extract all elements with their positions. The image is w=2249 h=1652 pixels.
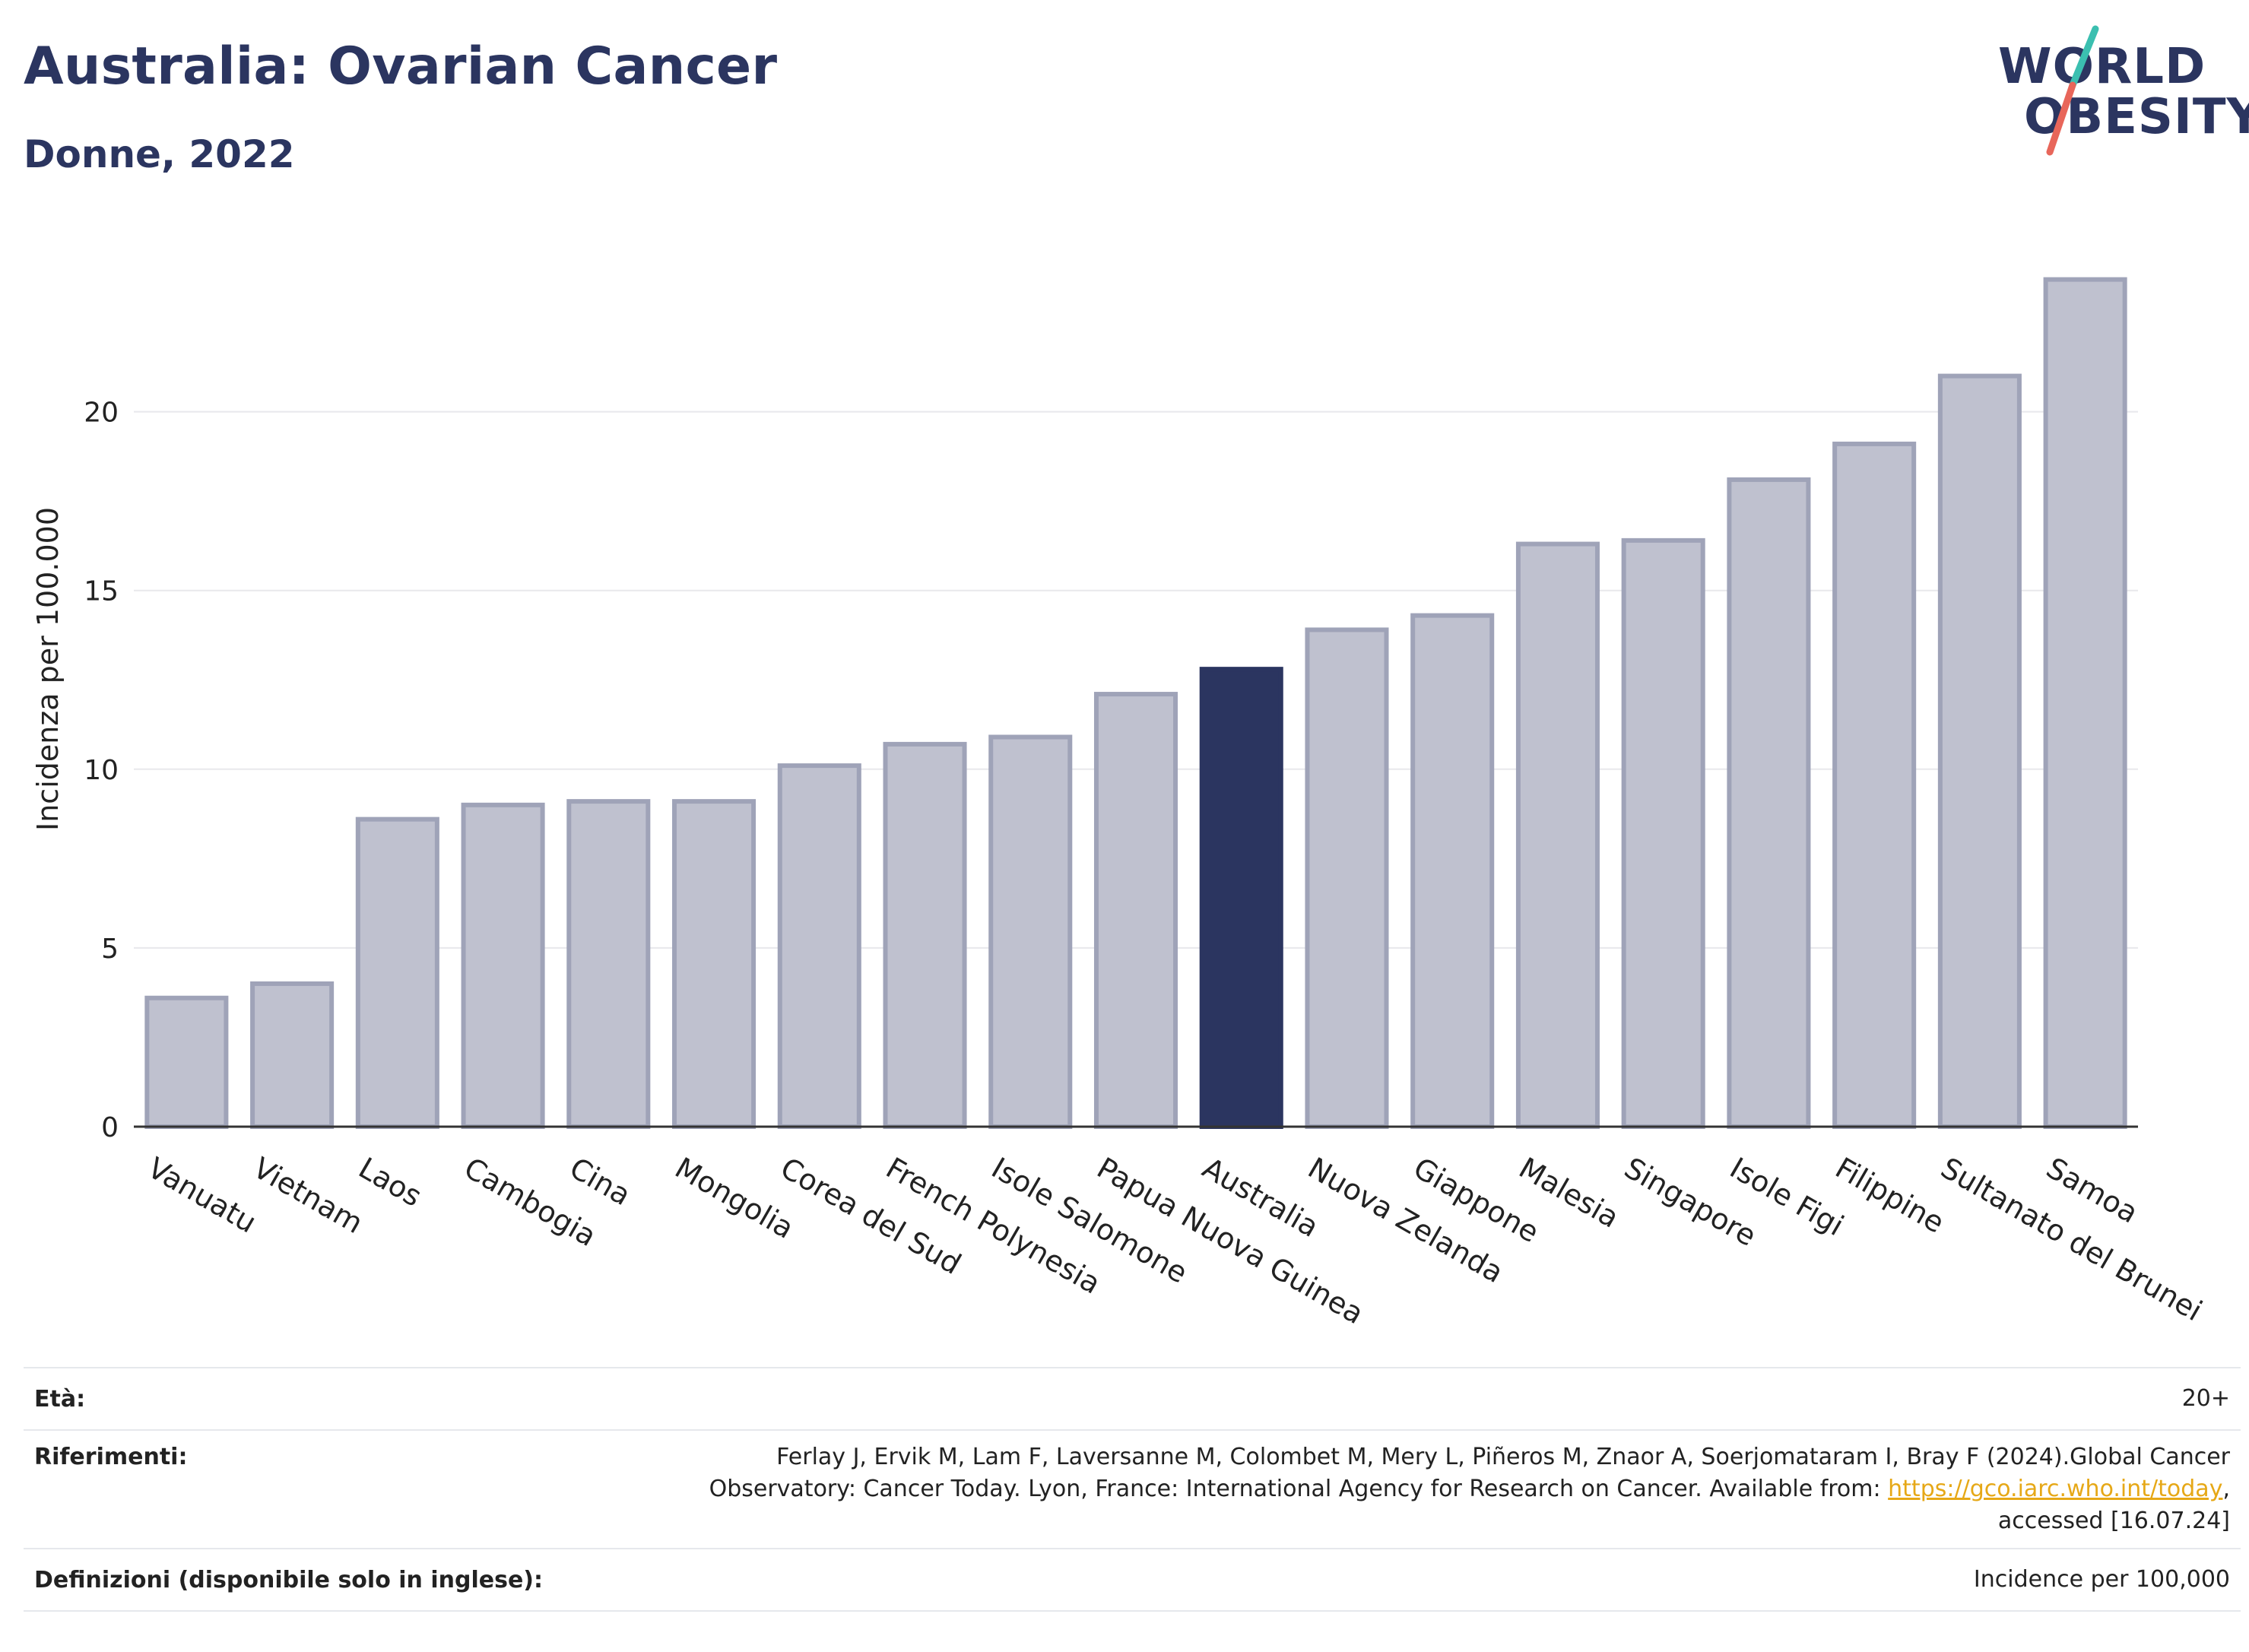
bars bbox=[144, 277, 2127, 1130]
references-label: Riferimenti: bbox=[34, 1444, 188, 1470]
references-line-3: accessed [16.07.24] bbox=[1997, 1508, 2230, 1534]
info-table: Età: 20+ Riferimenti: Ferlay J, Ervik M,… bbox=[24, 1367, 2241, 1612]
age-row: Età: 20+ bbox=[24, 1367, 2241, 1429]
bar bbox=[355, 816, 439, 1130]
bar bbox=[1832, 441, 1917, 1129]
bar bbox=[2043, 277, 2127, 1129]
bar bbox=[1621, 537, 1705, 1129]
logo-line-1: WORLD bbox=[1998, 39, 2206, 95]
bar bbox=[672, 799, 757, 1129]
references-line-2-end: , bbox=[2222, 1476, 2230, 1502]
x-tick-label: Cina bbox=[564, 1151, 636, 1212]
age-value: 20+ bbox=[2181, 1385, 2230, 1412]
definitions-label: Definizioni (disponibile solo in inglese… bbox=[34, 1566, 543, 1593]
world-obesity-logo: WORLD OBESITY bbox=[1998, 23, 2249, 160]
references-line-2: Observatory: Cancer Today. Lyon, France:… bbox=[709, 1473, 2230, 1505]
references-link[interactable]: https://gco.iarc.who.int/today bbox=[1888, 1476, 2223, 1502]
y-axis-label: Incidenza per 100.000 bbox=[31, 507, 65, 831]
y-tick-label: 15 bbox=[84, 576, 119, 607]
bar bbox=[883, 741, 967, 1130]
definitions-row: Definizioni (disponibile solo in inglese… bbox=[24, 1548, 2241, 1612]
age-label: Età: bbox=[34, 1385, 86, 1413]
y-tick-label: 0 bbox=[101, 1112, 119, 1143]
x-tick-label: Laos bbox=[353, 1151, 427, 1213]
bar bbox=[1937, 373, 2022, 1130]
y-tick-label: 10 bbox=[84, 755, 119, 786]
bar bbox=[988, 734, 1073, 1129]
y-tick-label: 5 bbox=[101, 934, 119, 965]
references-line-2-text: Observatory: Cancer Today. Lyon, France:… bbox=[709, 1476, 1889, 1502]
bar bbox=[1093, 692, 1178, 1129]
logo-slash-icon bbox=[2046, 25, 2099, 156]
bar bbox=[1727, 477, 1811, 1129]
references-text: Ferlay J, Ervik M, Lam F, Laversanne M, … bbox=[709, 1441, 2230, 1537]
x-tick-label: Vanuatu bbox=[142, 1151, 262, 1239]
definitions-value: Incidence per 100,000 bbox=[1973, 1566, 2230, 1593]
bar bbox=[1515, 541, 1600, 1129]
bar bbox=[250, 981, 335, 1129]
references-row: Riferimenti: Ferlay J, Ervik M, Lam F, L… bbox=[24, 1429, 2241, 1548]
bar bbox=[1410, 613, 1495, 1129]
bar bbox=[1305, 627, 1389, 1129]
bar bbox=[144, 995, 229, 1130]
x-tick-label: Filippine bbox=[1830, 1151, 1950, 1240]
bar bbox=[566, 799, 651, 1129]
y-tick-label: 20 bbox=[84, 398, 119, 429]
x-tick-label: Vietnam bbox=[248, 1151, 369, 1240]
x-tick-label: Corea del Sud bbox=[775, 1151, 966, 1281]
bar bbox=[461, 802, 545, 1129]
chart-subtitle: Donne, 2022 bbox=[24, 132, 295, 176]
x-tick-label: Mongolia bbox=[670, 1151, 800, 1245]
bar-highlight bbox=[1199, 667, 1283, 1129]
references-line-1: Ferlay J, Ervik M, Lam F, Laversanne M, … bbox=[776, 1444, 2230, 1470]
chart-title: Australia: Ovarian Cancer bbox=[24, 36, 778, 97]
bar bbox=[777, 763, 861, 1129]
